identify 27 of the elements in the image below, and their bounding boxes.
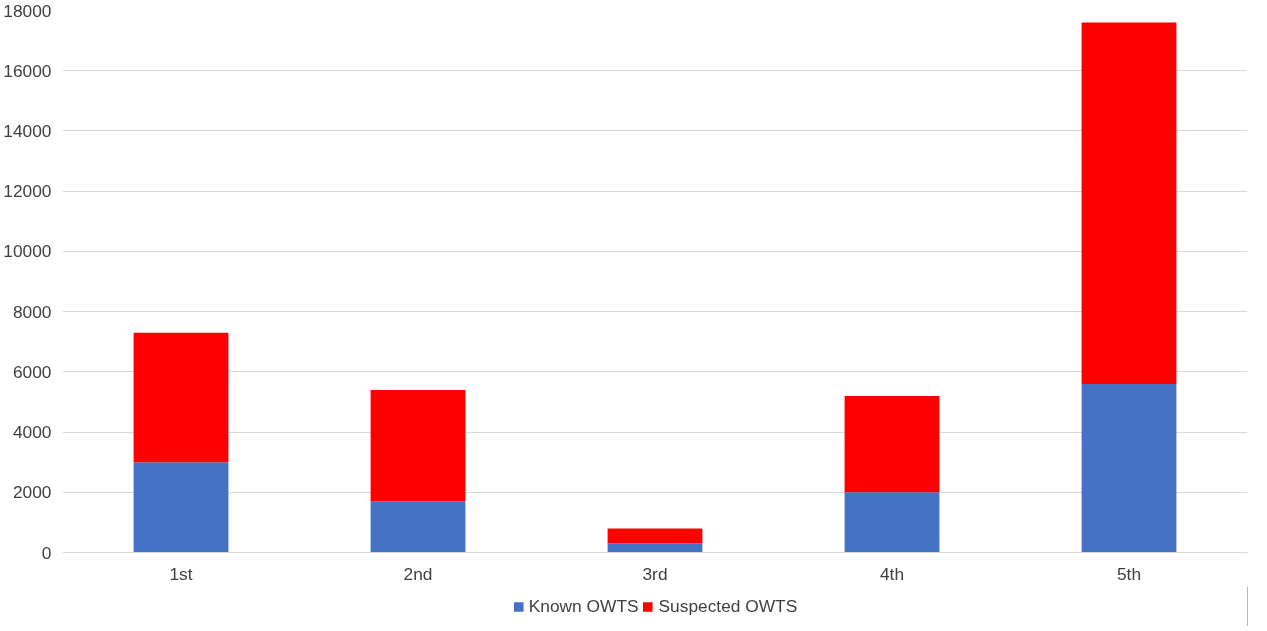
y-tick-label: 0	[41, 542, 52, 563]
x-tick-label: 5th	[1116, 563, 1142, 584]
x-tick-label: 2nd	[403, 563, 433, 584]
bar	[844, 395, 940, 493]
y-tick-label: 10000	[3, 241, 52, 262]
bar	[370, 501, 466, 553]
bar	[133, 462, 229, 553]
y-tick-label: 18000	[3, 0, 52, 21]
y-tick-label: 16000	[3, 60, 52, 81]
y-tick-label: 2000	[12, 482, 52, 503]
y-tick-label: 6000	[12, 361, 52, 382]
bar	[1081, 22, 1177, 384]
bar	[844, 492, 940, 553]
y-tick-label: 12000	[3, 181, 52, 202]
bar	[370, 389, 466, 502]
bar	[607, 528, 703, 544]
legend-label: Known OWTS	[528, 595, 639, 617]
y-tick-label: 14000	[3, 120, 52, 141]
x-tick-label: 4th	[879, 563, 905, 584]
x-tick-label: 3rd	[642, 563, 668, 584]
legend-label: Suspected OWTS	[658, 595, 798, 617]
bar	[133, 332, 229, 463]
bar	[607, 543, 703, 553]
y-tick-label: 4000	[12, 422, 52, 443]
bar	[1081, 383, 1177, 553]
y-tick-label: 8000	[12, 301, 52, 322]
x-tick-label: 1st	[169, 563, 193, 584]
